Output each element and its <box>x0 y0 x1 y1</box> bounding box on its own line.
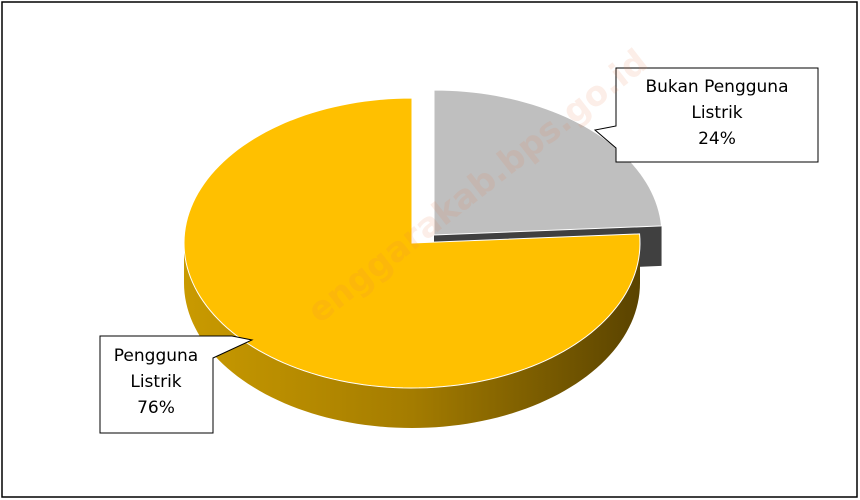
value-label: 76% <box>137 398 175 418</box>
category-label: Pengguna Listrik <box>113 346 199 392</box>
value-label: 24% <box>698 129 736 149</box>
slice <box>183 97 641 389</box>
slice-side <box>184 243 640 428</box>
data-label: Pengguna Listrik 76% <box>110 343 202 421</box>
callout-box <box>593 67 819 163</box>
callout-box <box>99 335 254 434</box>
category-label: Bukan Pengguna Listrik <box>645 77 789 123</box>
pie <box>183 89 663 428</box>
data-label: Bukan Pengguna Listrik 24% <box>632 74 802 152</box>
slice <box>433 89 663 236</box>
